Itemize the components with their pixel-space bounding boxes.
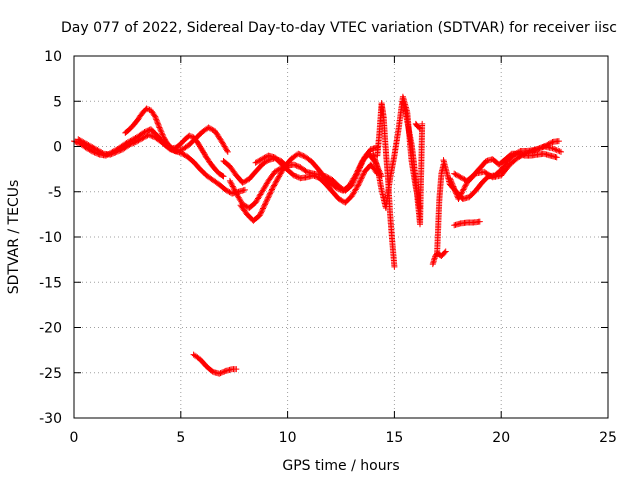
data-markers [451, 218, 483, 229]
data-markers [399, 99, 426, 228]
data-markers [75, 131, 248, 197]
series-trace-j [399, 99, 426, 228]
series-trace-b [122, 105, 227, 180]
x-tick-label: 5 [176, 430, 185, 446]
x-axis: 0 5 10 15 20 25 [70, 56, 617, 446]
chart-title: Day 077 of 2022, Sidereal Day-to-day VTE… [61, 20, 617, 36]
series-trace-q [190, 351, 240, 377]
y-tick-label: -15 [39, 275, 62, 291]
series-trace-p [451, 218, 483, 229]
gridlines [74, 56, 608, 418]
data-markers [220, 155, 291, 186]
series-trace-c [75, 131, 248, 197]
y-axis-title: SDTVAR / TECUs [6, 180, 22, 295]
x-tick-label: 15 [385, 430, 403, 446]
y-tick-label: -10 [39, 230, 62, 246]
series-trace-o [434, 248, 449, 259]
data-markers [122, 105, 227, 180]
data-markers [451, 150, 560, 184]
y-tick-label: 5 [53, 94, 62, 110]
x-axis-title: GPS time / hours [282, 458, 399, 474]
y-tick-label: -30 [39, 411, 62, 427]
data-markers [434, 248, 449, 259]
y-tick-label: -5 [48, 185, 62, 201]
y-tick-label: 0 [53, 140, 62, 156]
x-tick-label: 25 [599, 430, 617, 446]
data-markers [190, 351, 240, 377]
data-markers [412, 120, 423, 132]
series-trace-e [237, 150, 385, 224]
y-tick-label: -25 [39, 366, 62, 382]
series-trace-r [412, 120, 423, 132]
series-trace-g [220, 155, 291, 186]
data-markers [237, 150, 385, 224]
x-tick-label: 20 [492, 430, 510, 446]
data-points [71, 93, 564, 377]
y-tick-label: -20 [39, 321, 62, 337]
series-trace-n [451, 150, 560, 184]
x-tick-label: 10 [279, 430, 297, 446]
x-tick-label: 0 [70, 430, 79, 446]
y-axis: -30 -25 -20 -15 -10 -5 0 5 10 [39, 49, 608, 427]
y-tick-label: 10 [44, 49, 62, 65]
